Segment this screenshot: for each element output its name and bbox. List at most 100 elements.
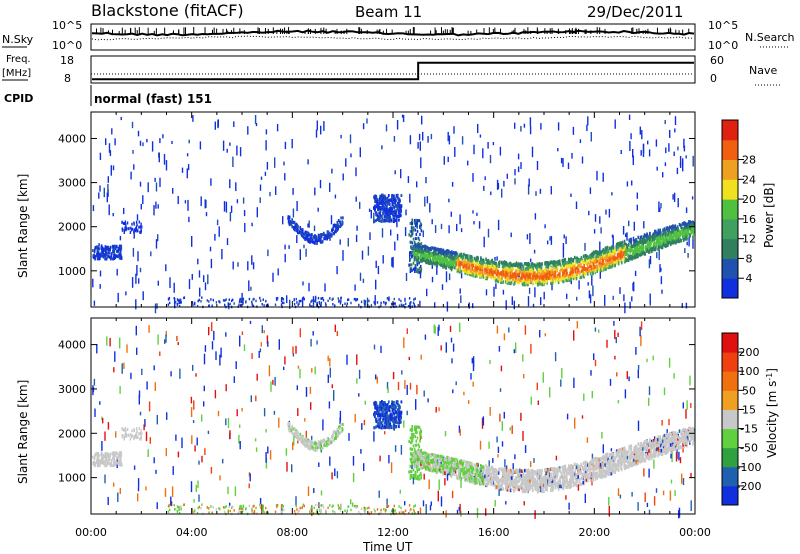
data-cell [276, 504, 279, 507]
data-cell [589, 187, 592, 194]
data-cell [201, 455, 203, 463]
data-cell [566, 271, 568, 275]
data-cell [649, 235, 651, 239]
data-cell [381, 228, 384, 238]
data-cell [461, 253, 463, 257]
data-cell [579, 257, 581, 262]
data-cell [576, 259, 579, 264]
data-cell [254, 438, 257, 442]
data-cell [669, 490, 672, 501]
data-cell [165, 264, 167, 272]
data-cell [550, 281, 552, 286]
data-cell [129, 231, 132, 234]
data-cell [470, 268, 473, 272]
data-cell [607, 251, 609, 255]
data-cell [477, 266, 479, 271]
data-cell [113, 255, 115, 259]
colorbar-segment [722, 278, 738, 299]
data-cell [652, 232, 655, 236]
data-cell [513, 349, 515, 354]
data-cell [113, 482, 115, 487]
data-cell [640, 321, 643, 331]
data-cell [690, 472, 692, 478]
data-cell [355, 167, 357, 177]
data-cell [332, 297, 334, 300]
data-cell [293, 298, 295, 302]
data-cell [414, 512, 416, 515]
data-cell [485, 289, 488, 296]
data-cell [665, 240, 668, 245]
data-cell [253, 297, 255, 301]
data-cell [417, 142, 419, 149]
data-cell [293, 303, 296, 306]
data-cell [657, 228, 660, 233]
data-cell [420, 250, 423, 254]
data-cell [183, 503, 185, 507]
data-cell [601, 261, 604, 265]
data-cell [326, 230, 329, 234]
data-cell [107, 454, 110, 458]
data-cell [114, 244, 116, 248]
data-cell [565, 278, 567, 283]
colorbar-segment [722, 179, 738, 200]
data-cell [489, 407, 491, 416]
data-cell [96, 461, 98, 465]
data-cell [218, 300, 220, 303]
data-cell [144, 419, 146, 427]
data-cell [631, 492, 633, 497]
data-cell [412, 508, 415, 512]
data-cell [674, 228, 676, 233]
data-cell [640, 248, 642, 252]
data-cell [596, 259, 598, 264]
data-cell [419, 221, 422, 225]
data-cell [135, 299, 137, 310]
data-cell [383, 301, 385, 304]
data-cell [547, 240, 549, 245]
data-cell [562, 279, 565, 284]
data-cell [628, 114, 631, 120]
data-cell [472, 262, 474, 266]
data-cell [316, 242, 318, 245]
data-cell [178, 299, 180, 303]
data-cell [110, 463, 113, 467]
data-cell [440, 223, 443, 230]
data-cell [284, 141, 287, 150]
data-cell [318, 462, 320, 467]
data-cell [667, 241, 670, 245]
data-cell [285, 448, 288, 456]
data-cell [600, 252, 603, 256]
data-cell [157, 280, 159, 286]
data-cell [425, 504, 427, 515]
data-cell [105, 251, 108, 255]
data-cell [373, 431, 375, 442]
data-cell [634, 239, 637, 244]
data-cell [324, 283, 326, 292]
data-cell [565, 495, 567, 500]
data-cell [163, 154, 166, 165]
data-cell [375, 200, 378, 204]
data-cell [640, 150, 642, 156]
data-cell [416, 254, 418, 258]
data-cell [633, 242, 635, 246]
data-cell [466, 265, 468, 270]
data-cell [424, 252, 427, 256]
data-cell [374, 510, 376, 513]
data-cell [387, 504, 390, 508]
data-cell [662, 230, 664, 234]
data-cell [424, 255, 427, 260]
data-cell [478, 272, 481, 276]
data-cell [639, 253, 641, 257]
data-cell [165, 330, 167, 337]
data-cell [394, 509, 396, 512]
data-cell [568, 502, 570, 510]
data-cell [251, 255, 253, 265]
data-cell [487, 262, 489, 266]
data-cell [408, 263, 410, 267]
data-cell [440, 254, 442, 259]
data-cell [527, 274, 530, 278]
data-cell [552, 264, 555, 269]
data-cell [494, 261, 496, 265]
data-cell [111, 128, 113, 135]
data-cell [409, 135, 412, 145]
data-cell [555, 455, 558, 461]
